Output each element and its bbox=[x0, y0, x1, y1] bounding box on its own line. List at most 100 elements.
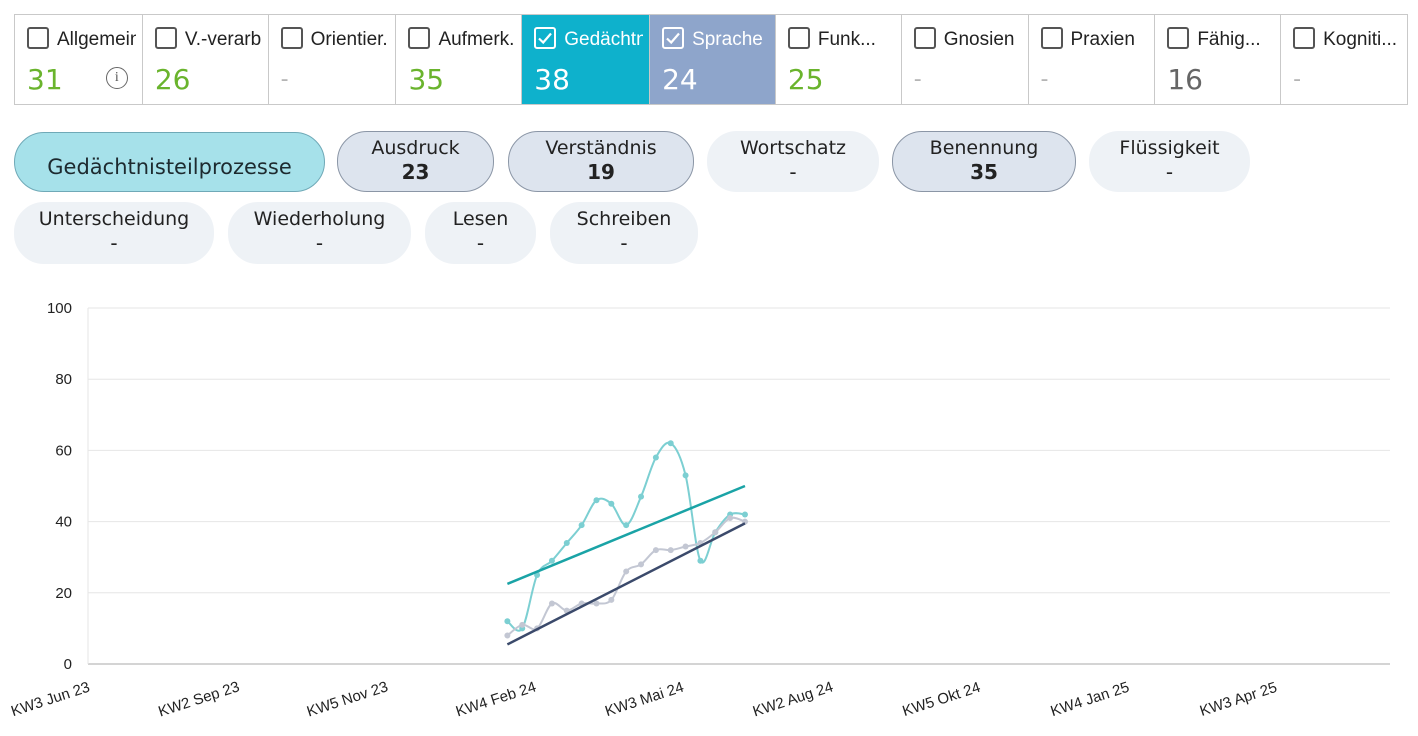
data-point bbox=[682, 472, 689, 479]
category-tile[interactable]: Praxien - bbox=[1028, 15, 1156, 104]
progress-chart: 0 20 40 60 80 100 KW3 Jun 23 KW2 Sep 23 KW5 Nov … bbox=[9, 300, 1390, 721]
data-point bbox=[623, 568, 630, 575]
category-checkbox[interactable] bbox=[662, 27, 685, 49]
pill-score: - bbox=[620, 231, 628, 255]
data-point bbox=[652, 547, 659, 554]
x-tick-label: KW4 Feb 24 bbox=[454, 678, 539, 720]
data-point bbox=[608, 596, 615, 603]
pill-score: 23 bbox=[401, 160, 430, 184]
pill-score: - bbox=[476, 231, 485, 255]
pill-label: Lesen bbox=[452, 208, 509, 230]
category-checkbox[interactable] bbox=[1040, 27, 1063, 49]
category-score: 38 bbox=[534, 63, 570, 96]
data-point bbox=[504, 632, 511, 639]
y-tick-label: 40 bbox=[55, 514, 72, 531]
x-tick-label: KW5 Okt 24 bbox=[900, 679, 982, 720]
x-tick-label: KW2 Aug 24 bbox=[751, 678, 836, 720]
x-tick-label: KW5 Nov 23 bbox=[305, 678, 390, 720]
data-point bbox=[608, 500, 615, 507]
data-point bbox=[638, 493, 645, 500]
data-point bbox=[548, 600, 555, 607]
pill-label: Schreiben bbox=[576, 208, 672, 230]
category-label: Praxien bbox=[1070, 29, 1135, 50]
x-tick-label: KW2 Sep 23 bbox=[156, 678, 241, 720]
category-label: Gedächtn... bbox=[564, 29, 644, 50]
info-icon[interactable]: i bbox=[105, 67, 128, 89]
data-point bbox=[519, 621, 526, 628]
subcategory-pill[interactable]: Wiederholung - bbox=[228, 202, 411, 264]
category-tile[interactable]: Kogniti... - bbox=[1281, 15, 1407, 104]
category-checkbox[interactable] bbox=[534, 27, 557, 49]
category-checkbox[interactable] bbox=[1167, 27, 1190, 49]
category-label: Allgemein bbox=[57, 29, 136, 50]
category-tile[interactable]: Aufmerk... 35 bbox=[396, 15, 523, 104]
data-point bbox=[682, 543, 689, 550]
category-score: - bbox=[913, 67, 922, 92]
x-tick-label: KW3 Mai 24 bbox=[603, 679, 686, 720]
pill-label: Wiederholung bbox=[253, 208, 386, 230]
category-tile[interactable]: Orientier...- bbox=[268, 15, 397, 104]
pill-label: Benennung bbox=[929, 137, 1039, 159]
data-point bbox=[593, 497, 600, 504]
category-checkbox[interactable] bbox=[913, 27, 936, 49]
pill-score: - bbox=[789, 160, 797, 184]
category-tile[interactable]: Sprache 24 bbox=[650, 15, 776, 104]
category-label: V.-verarb... bbox=[184, 29, 262, 50]
category-score: - bbox=[1293, 67, 1302, 92]
pill-label: Unterscheidung bbox=[38, 208, 190, 230]
category-label: Funk... bbox=[817, 29, 876, 50]
category-tile[interactable]: Fähig... 16 bbox=[1155, 15, 1282, 104]
subcategory-pill[interactable]: Benennung 35 bbox=[892, 131, 1076, 192]
x-tick-label: KW3 Apr 25 bbox=[1198, 679, 1279, 720]
category-tile[interactable]: Allgemein 31 i bbox=[15, 15, 143, 104]
category-score: 24 bbox=[662, 63, 698, 96]
category-checkbox[interactable] bbox=[408, 27, 431, 49]
trend-line bbox=[506, 484, 746, 586]
category-tile[interactable]: Gedächtn... 38 bbox=[522, 15, 651, 104]
category-score: - bbox=[280, 67, 289, 92]
category-score: 35 bbox=[408, 63, 445, 96]
pill-score: - bbox=[1165, 160, 1174, 184]
trend-line bbox=[506, 522, 746, 646]
data-point bbox=[563, 539, 570, 546]
subcategory-pill[interactable]: Schreiben - bbox=[550, 202, 698, 264]
data-point bbox=[578, 522, 585, 529]
data-point bbox=[504, 618, 511, 625]
pill-score: - bbox=[315, 231, 324, 255]
pill-score: 35 bbox=[970, 160, 998, 184]
y-tick-label: 80 bbox=[55, 371, 72, 388]
subcategory-pill[interactable]: Verständnis 19 bbox=[508, 131, 694, 192]
category-label: Kogniti... bbox=[1323, 29, 1398, 50]
subcategory-pill[interactable]: Ausdruck 23 bbox=[337, 131, 494, 192]
data-point bbox=[548, 557, 555, 564]
category-score: 25 bbox=[787, 63, 824, 96]
category-checkbox[interactable] bbox=[1293, 27, 1316, 49]
subcategory-pill[interactable]: Unterscheidung - bbox=[14, 202, 214, 264]
category-checkbox[interactable] bbox=[154, 27, 177, 49]
category-label: Orientier... bbox=[310, 29, 390, 50]
category-checkbox[interactable] bbox=[787, 27, 810, 49]
category-tile[interactable]: Funk... 25 bbox=[775, 15, 902, 104]
category-tiles: Allgemein31iV.-verarb...26Orientier...-A… bbox=[14, 14, 1408, 105]
category-tile[interactable]: V.-verarb... 26 bbox=[142, 15, 269, 104]
data-point bbox=[593, 600, 600, 607]
x-tick-label: KW4 Jan 25 bbox=[1048, 679, 1131, 720]
pill-label: Ausdruck bbox=[371, 137, 460, 159]
data-point bbox=[623, 522, 630, 529]
subcategory-pill[interactable]: Gedächtnisteilprozesse bbox=[14, 132, 325, 192]
category-tile[interactable]: Gnosien - bbox=[901, 15, 1029, 104]
category-label: Sprache bbox=[692, 29, 763, 50]
pill-score: - bbox=[110, 231, 118, 255]
category-checkbox[interactable] bbox=[280, 27, 303, 49]
data-point bbox=[667, 547, 674, 554]
subcategory-pill[interactable]: Lesen - bbox=[425, 202, 536, 264]
category-checkbox[interactable] bbox=[27, 27, 49, 49]
subcategory-pill[interactable]: Wortschatz - bbox=[707, 131, 879, 192]
subcategory-pill[interactable]: Flüssigkeit - bbox=[1089, 131, 1250, 192]
data-point bbox=[727, 515, 734, 522]
data-point bbox=[697, 557, 704, 564]
y-tick-label: 60 bbox=[55, 442, 72, 459]
category-label: Gnosien bbox=[943, 29, 1015, 50]
pill-label: Flüssigkeit bbox=[1119, 137, 1220, 159]
pill-label: Verständnis bbox=[545, 137, 657, 159]
